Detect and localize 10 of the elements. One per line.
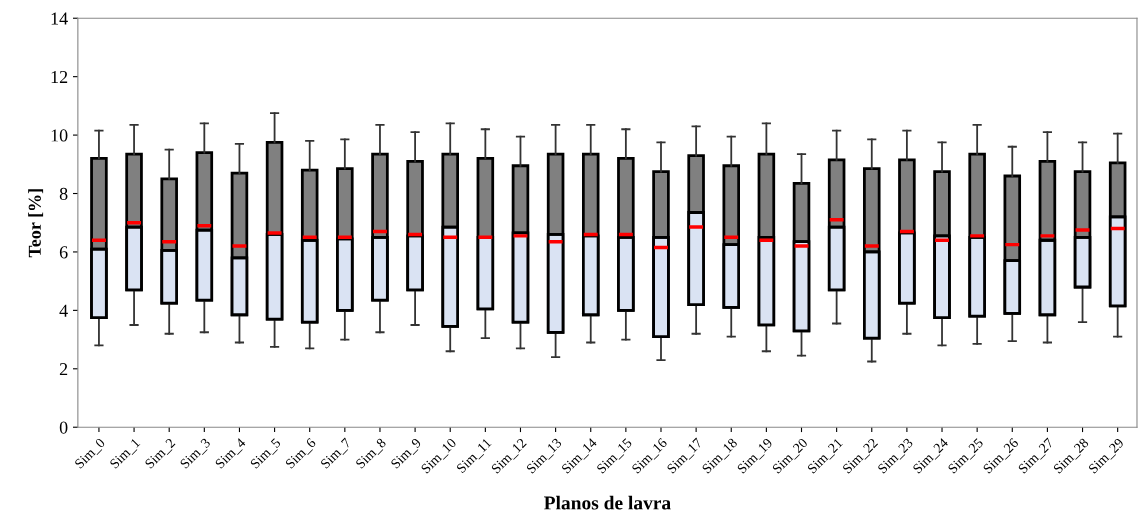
x-axis-title: Planos de lavra [544,495,671,510]
y-tick-label: 4 [59,304,68,317]
y-tick-label: 12 [51,70,68,83]
y-tick-label: 0 [59,421,68,434]
y-tick-label: 14 [51,12,68,25]
y-axis-title: Teor [%] [28,189,44,258]
y-tick-label: 6 [59,246,68,259]
y-tick-label: 10 [51,129,68,142]
y-tick-label: 2 [59,363,68,376]
y-tick-label: 8 [59,187,68,200]
